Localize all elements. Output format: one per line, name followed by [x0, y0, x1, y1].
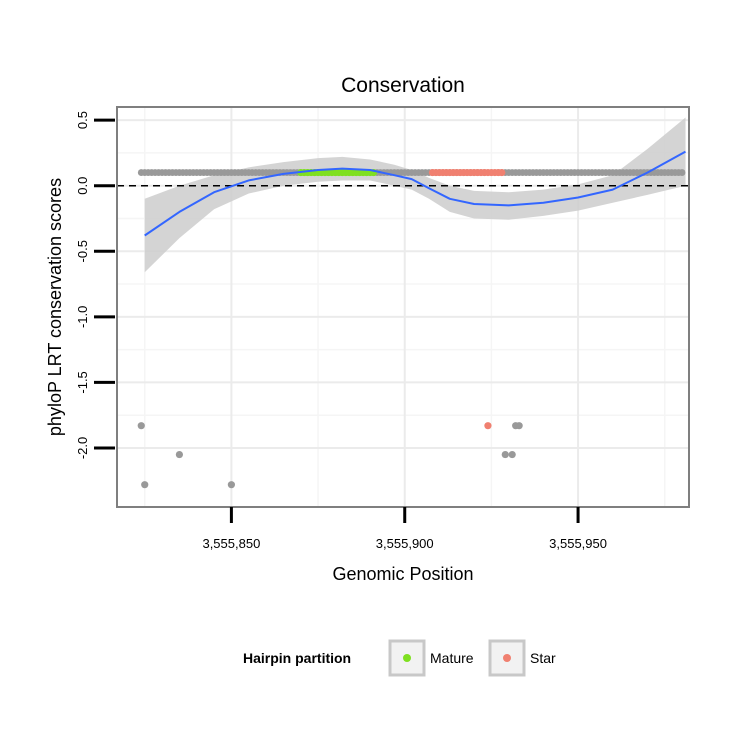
- y-tick-label: 0.0: [75, 177, 90, 195]
- smooth-confidence-band: [144, 117, 686, 273]
- data-points: [137, 168, 686, 489]
- point-other: [137, 422, 145, 430]
- x-tick-label: 3,555,900: [376, 536, 434, 551]
- legend-entry-star: Star: [488, 639, 556, 677]
- point-star: [498, 168, 506, 177]
- confidence-band: [144, 117, 686, 273]
- y-tick-label: 0.5: [75, 111, 90, 129]
- axes: 3,555,850 3,555,900 3,555,950 -2.0 -1.5 -1.0 -…: [75, 111, 607, 551]
- legend-label: Mature: [430, 650, 474, 666]
- legend-entry-mature: Mature: [388, 639, 474, 677]
- point-other: [141, 481, 149, 489]
- point-other: [508, 450, 516, 459]
- plot-frame: [116, 106, 690, 508]
- smooth-trend-line: [144, 150, 686, 237]
- point-other: [175, 450, 183, 459]
- y-tick-label: -0.5: [75, 240, 90, 262]
- smooth-curve: [144, 150, 686, 237]
- legend-title: Hairpin partition: [243, 650, 351, 666]
- x-tick-label: 3,555,850: [202, 536, 260, 551]
- y-tick-label: -1.0: [75, 306, 90, 328]
- x-axis-label: Genomic Position: [332, 564, 473, 584]
- chart-title: Conservation: [341, 74, 465, 97]
- point-other: [227, 481, 235, 489]
- legend-key-point: [403, 654, 411, 662]
- point-star: [484, 422, 492, 430]
- point-other: [515, 422, 523, 430]
- x-tick-label: 3,555,950: [549, 536, 607, 551]
- legend: Hairpin partition Mature Star: [243, 639, 556, 677]
- y-tick-label: -1.5: [75, 371, 90, 393]
- point-other: [501, 450, 509, 459]
- baseline-point: [678, 169, 686, 176]
- legend-label: Star: [530, 650, 556, 666]
- y-axis-label: phyloP LRT conservation scores: [45, 178, 65, 436]
- legend-key-box: [488, 639, 526, 677]
- legend-key-point: [503, 654, 511, 662]
- y-tick-label: -2.0: [75, 437, 90, 459]
- panel-border: [116, 106, 690, 508]
- grid: [117, 107, 689, 507]
